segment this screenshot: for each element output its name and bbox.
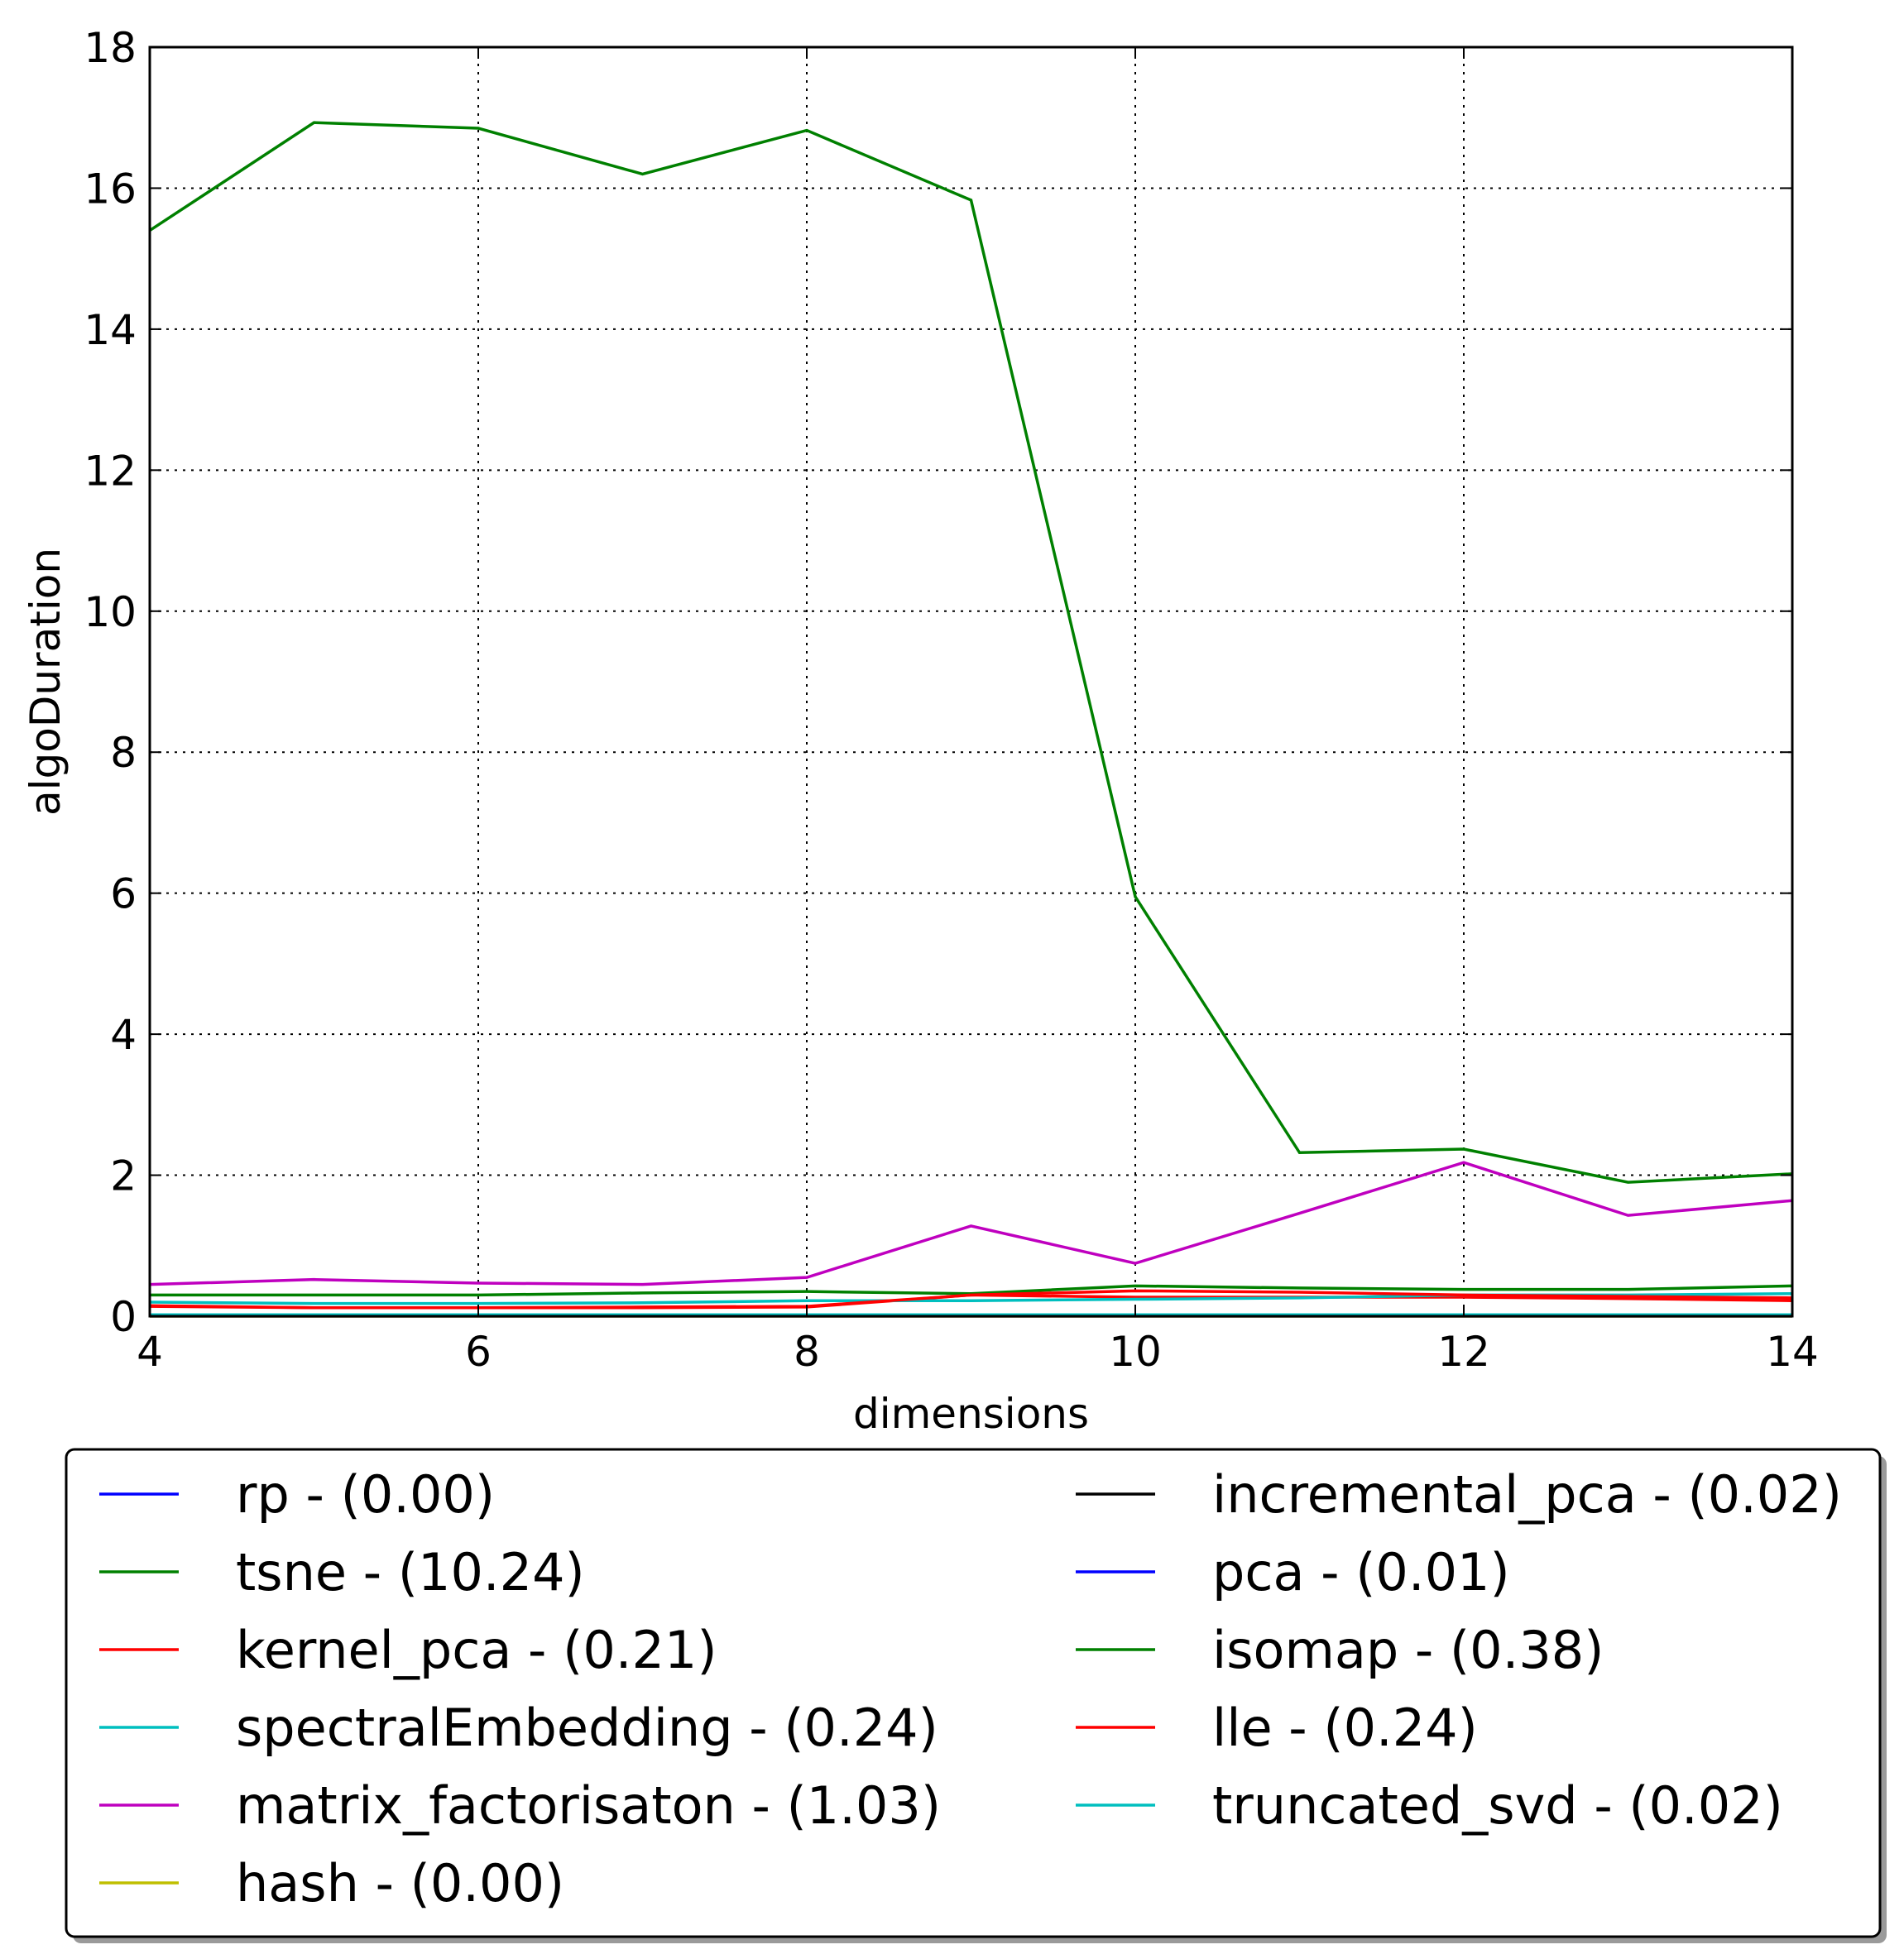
y-axis-label: algoDuration [22,548,70,816]
legend-label: incremental_pca - (0.02) [1212,1464,1842,1525]
legend-label: lle - (0.24) [1212,1698,1478,1758]
y-tick-label: 6 [110,870,137,918]
y-tick-label: 2 [110,1152,137,1200]
legend-label: truncated_svd - (0.02) [1212,1775,1783,1836]
y-tick-label: 8 [110,729,137,777]
legend-label: hash - (0.00) [236,1853,564,1913]
legend-label: pca - (0.01) [1212,1542,1510,1602]
x-tick-label: 6 [465,1328,492,1376]
x-tick-label: 12 [1437,1328,1490,1376]
y-tick-label: 18 [84,24,137,72]
x-axis-label: dimensions [853,1390,1089,1438]
legend-label: spectralEmbedding - (0.24) [236,1698,938,1758]
series-lines [149,121,1793,1318]
y-tick-label: 0 [110,1293,137,1341]
series-line-1 [149,121,1793,1184]
grid-lines [150,47,1792,1316]
series-line-9 [149,1289,1793,1310]
x-tick-label: 14 [1766,1328,1819,1376]
y-tick-label: 14 [84,306,137,354]
y-tick-label: 16 [84,165,137,213]
legend: rp - (0.00) tsne - (10.24) kernel_pca - (0… [65,1448,1887,1943]
plot-area-frame [148,46,1794,1318]
x-tick-label: 8 [794,1328,820,1376]
legend-label: rp - (0.00) [236,1464,495,1525]
series-line-4 [149,1161,1793,1286]
legend-label: kernel_pca - (0.21) [236,1620,717,1680]
y-tick-label: 10 [84,588,137,636]
x-tick-label: 4 [137,1328,163,1376]
legend-label: matrix_factorisaton - (1.03) [236,1775,941,1836]
legend-label: tsne - (10.24) [236,1542,585,1602]
y-tick-label: 4 [110,1011,137,1059]
x-tick-label: 10 [1109,1328,1162,1376]
legend-label: isomap - (0.38) [1212,1620,1604,1680]
legend-box [65,1448,1882,1938]
axis-ticks: 4 6 8 10 12 14 0 2 4 6 8 10 12 14 16 18 [84,24,1818,1376]
y-tick-label: 12 [84,447,137,495]
